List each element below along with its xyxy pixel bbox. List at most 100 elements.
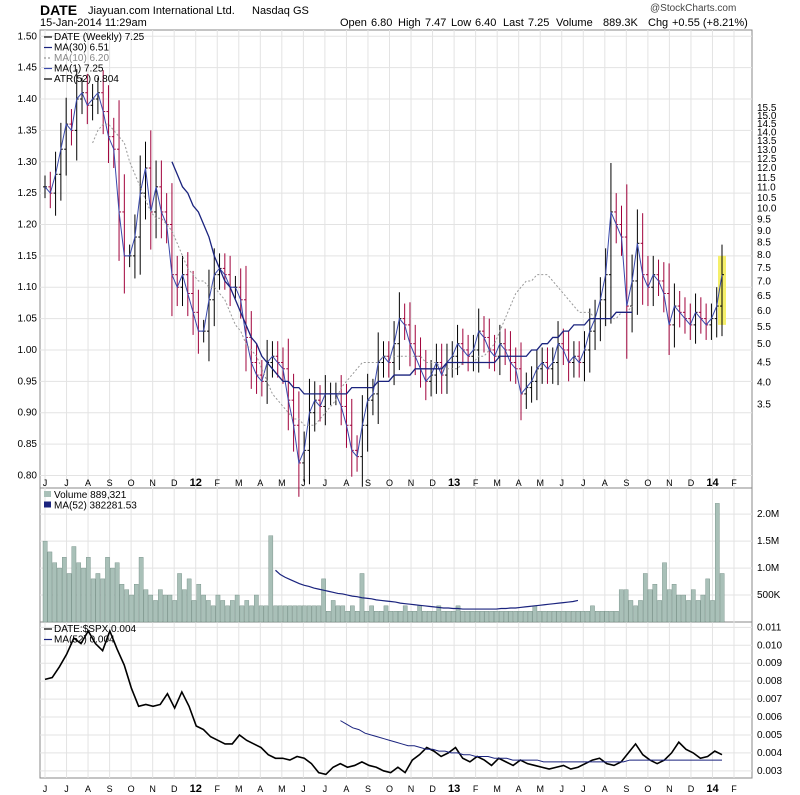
price-left-tick: 1.25 [18,188,38,199]
volume-bar [633,605,638,623]
volume-bar [292,605,298,623]
volume-bar [398,611,403,623]
volume-bar [138,557,144,623]
volume-bar [249,605,254,623]
volume-bar [710,600,715,623]
volume-bar [508,611,514,623]
month-label-price: F [215,478,221,488]
month-label-bottom: S [365,784,371,794]
month-label-bottom: 14 [706,783,719,795]
relative-tick: 0.006 [757,712,782,723]
price-left-tick: 0.85 [18,439,38,450]
price-right-tick: 9.5 [757,214,771,225]
relative-tick: 0.010 [757,640,782,651]
price-left-tick: 0.90 [18,408,38,419]
month-label-price: 12 [190,477,202,489]
volume-bar [402,605,408,623]
volume-bar [566,611,571,623]
month-label-price: F [731,478,737,488]
ma1-line [44,91,723,465]
volume-bar [172,600,178,623]
volume-bar [666,589,672,623]
volume-bar [441,611,446,623]
price-legend-entry: DATE (Weekly) 7.25 [54,32,145,43]
volume-bar [695,600,701,623]
volume-bar [287,605,293,623]
month-label-price: A [516,478,522,488]
volume-bar [426,611,432,623]
month-label-bottom: D [688,784,695,794]
volume-bar [66,573,72,623]
volume-tick: 1.0M [757,563,779,574]
month-label-bottom: O [128,784,135,794]
volume-bar [191,600,197,623]
volume-tick: 2.0M [757,509,779,520]
volume-bar [436,605,442,623]
volume-tick: 1.5M [757,536,779,547]
marks-layer [42,68,726,776]
month-label-price: M [493,478,501,488]
watermark-logo: @StockCharts.com [650,3,737,14]
relative-tick: 0.011 [757,622,782,633]
volume-bar [57,567,62,623]
month-label-price: N [666,478,673,488]
volume-bar [47,551,53,623]
month-label-price: F [473,478,479,488]
volume-tick: 500K [757,590,781,601]
volume-bar [714,503,720,623]
month-label-price: M [278,478,286,488]
volume-bar [522,611,528,623]
volume-bar [340,605,346,623]
price-legend-entry: MA(10) 6.20 [54,53,109,64]
volume-bar [690,589,696,623]
relative-legend-entry: DATE:$SPX 0.004 [54,624,137,635]
volume-bar [623,589,629,623]
month-label-price: O [128,478,135,488]
volume-bar [71,546,77,623]
volume-bar [162,594,168,623]
volume-bar [719,573,725,623]
volume-bar [532,605,538,623]
volume-bar [302,605,307,623]
month-label-bottom: J [64,784,69,794]
volume-bar [206,600,211,623]
month-label-price: J [581,478,586,488]
price-left-tick: 1.05 [18,314,38,325]
price-right-tick: 8.5 [757,238,771,249]
volume-bar [134,584,139,623]
month-label-price: J [64,478,69,488]
exchange: Nasdaq GS [252,5,309,17]
volume-bar [62,557,67,623]
month-label-price: J [301,478,306,488]
volume-bar [700,594,706,623]
volume-bar [513,611,518,623]
month-label-price: S [623,478,629,488]
volume-bar [76,562,82,623]
price-left-tick: 1.00 [18,345,38,356]
month-label-price: M [536,478,544,488]
volume-bar [484,611,490,623]
volume-bar [527,611,533,623]
volume-bar [614,611,619,623]
volume-bar [129,594,134,623]
volume-bar [546,611,552,623]
volume-bar [182,589,187,623]
month-label-bottom: S [623,784,629,794]
price-right-tick: 12.0 [757,163,777,174]
volume-bar [652,584,658,623]
volume-bar [393,611,398,623]
open-value: 6.80 [371,17,393,29]
volume-bar [110,567,115,623]
volume-bar [422,611,427,623]
volume-bar [599,611,605,623]
volume-bar [234,594,240,623]
price-right-tick: 4.5 [757,358,771,369]
high-value: 7.47 [425,17,447,29]
price-legend-entry: ATR(52) 0.804 [54,74,119,85]
month-label-bottom: M [278,784,286,794]
volume-bar [143,589,149,623]
volume-bar [321,578,326,623]
price-left-tick: 1.30 [18,157,38,168]
price-right-tick: 15.5 [757,103,777,114]
price-right-tick: 13.0 [757,145,777,156]
